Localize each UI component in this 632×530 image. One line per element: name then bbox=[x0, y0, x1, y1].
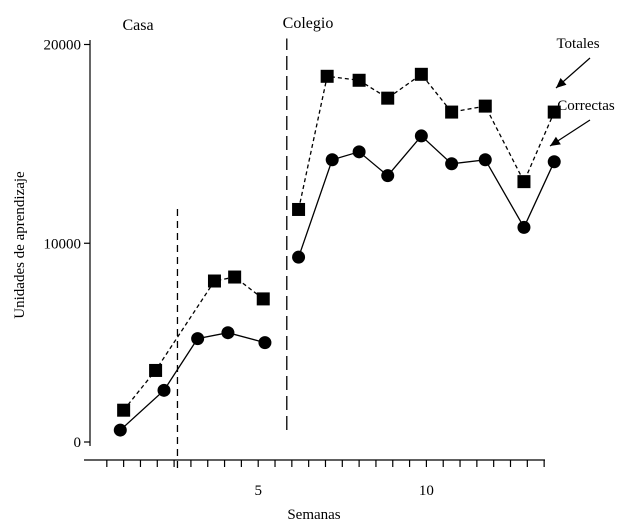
series-line bbox=[297, 73, 555, 210]
y-axis-title: Unidades de aprendizaje bbox=[12, 171, 28, 319]
data-point-square bbox=[445, 105, 459, 119]
data-point-square bbox=[414, 67, 428, 81]
annotations-layer: Totales Correctas bbox=[549, 36, 615, 147]
data-point-circle bbox=[352, 145, 366, 159]
phase-label: Casa bbox=[122, 17, 153, 34]
annotation-arrow-head bbox=[556, 78, 567, 88]
data-point-circle bbox=[292, 250, 306, 264]
data-point-square bbox=[256, 292, 270, 306]
data-point-square bbox=[292, 202, 306, 216]
annotation-arrow-head bbox=[550, 136, 561, 146]
data-point-circle bbox=[325, 153, 339, 167]
series-line bbox=[297, 134, 555, 258]
data-point-square bbox=[207, 274, 221, 288]
data-point-circle bbox=[113, 423, 127, 437]
data-point-circle bbox=[221, 326, 235, 340]
data-point-circle bbox=[478, 153, 492, 167]
data-point-square bbox=[149, 363, 163, 377]
data-point-circle bbox=[381, 169, 395, 183]
data-point-square bbox=[352, 73, 366, 87]
data-point-circle bbox=[258, 336, 272, 350]
data-point-square bbox=[478, 99, 492, 113]
data-point-circle bbox=[157, 383, 171, 397]
x-tick-label: 10 bbox=[419, 483, 434, 499]
data-point-circle bbox=[414, 129, 428, 143]
data-point-circle bbox=[547, 155, 561, 169]
series-line bbox=[123, 276, 264, 411]
series-layer bbox=[113, 67, 561, 437]
data-point-circle bbox=[191, 332, 205, 346]
data-point-square bbox=[117, 403, 131, 417]
data-point-square bbox=[320, 69, 334, 83]
series-line bbox=[119, 332, 266, 431]
x-tick-label: 5 bbox=[254, 483, 262, 499]
y-tick-label: 0 bbox=[74, 435, 82, 451]
axes-layer: 0 10000 20000 5 10 Semanas Unidades de aprendi… bbox=[12, 15, 545, 523]
data-point-square bbox=[517, 175, 531, 189]
series-totales bbox=[117, 67, 561, 417]
x-axis-title: Semanas bbox=[287, 507, 340, 523]
annotation-label: Totales bbox=[556, 36, 599, 52]
y-tick-label: 10000 bbox=[44, 236, 82, 252]
phase-dividers bbox=[176, 38, 288, 468]
data-point-square bbox=[228, 270, 242, 284]
data-point-circle bbox=[445, 157, 459, 171]
phase-label: Colegio bbox=[283, 15, 334, 32]
data-point-circle bbox=[517, 220, 531, 234]
y-tick-label: 20000 bbox=[44, 38, 82, 54]
annotation-label: Correctas bbox=[557, 98, 615, 114]
series-correctas bbox=[113, 129, 561, 437]
data-point-square bbox=[547, 105, 561, 119]
data-point-square bbox=[381, 91, 395, 105]
